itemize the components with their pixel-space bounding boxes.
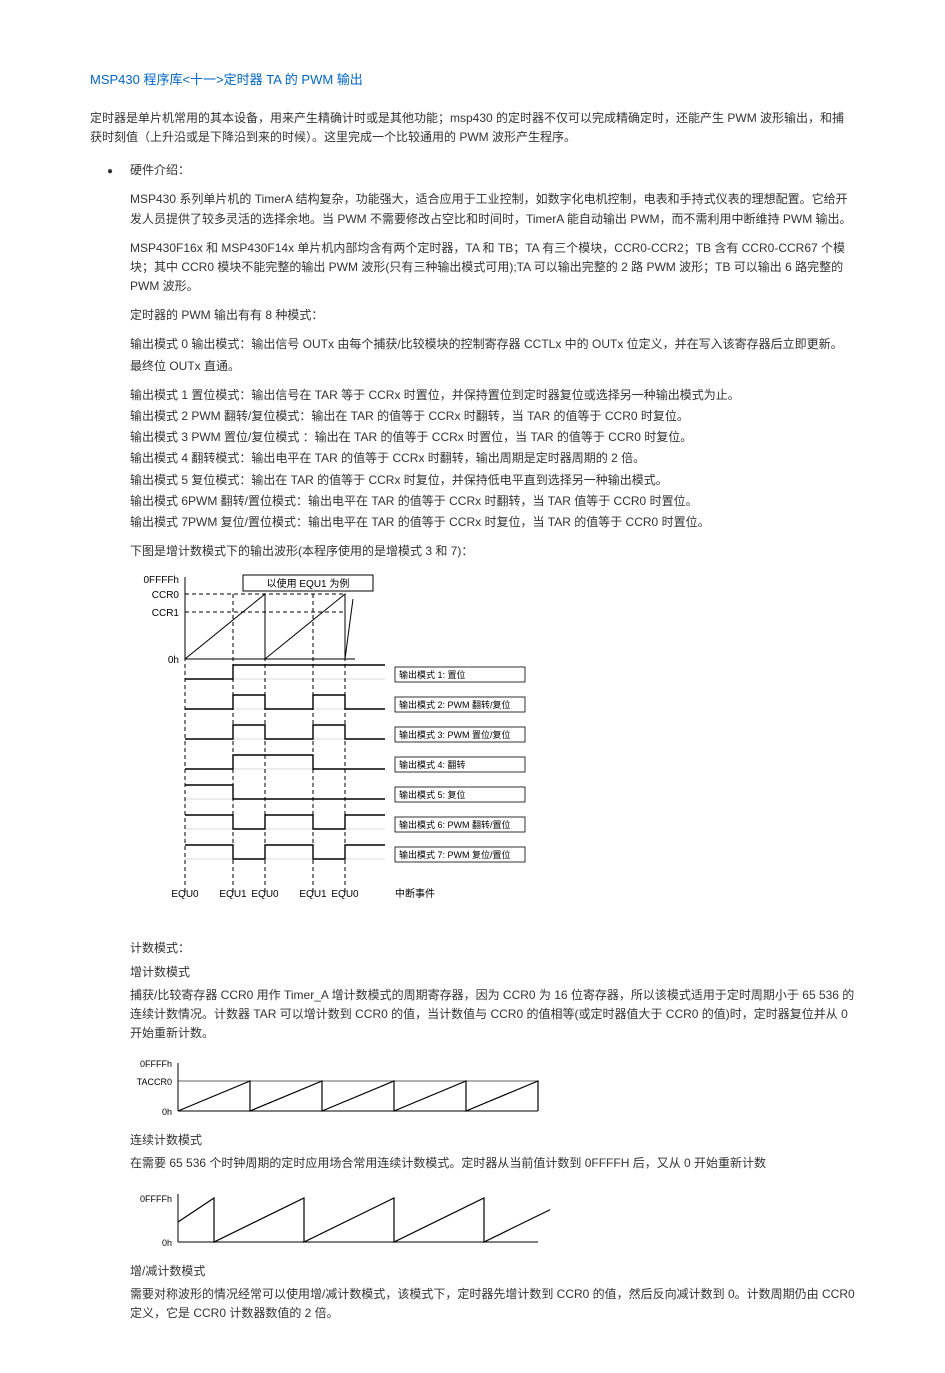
- svg-text:中断事件: 中断事件: [395, 887, 435, 900]
- svg-text:CCR1: CCR1: [152, 608, 180, 619]
- paragraph-1: MSP430 系列单片机的 TimerA 结构复杂，功能强大，适合应用于工业控制…: [130, 190, 855, 228]
- svg-text:EQU0: EQU0: [171, 889, 199, 900]
- updown-count-heading: 增/减计数模式: [130, 1262, 855, 1281]
- up-count-desc: 捕获/比较寄存器 CCR0 用作 Timer_A 增计数模式的周期寄存器，因为 …: [130, 986, 855, 1044]
- paragraph-11: 输出模式 7PWM 复位/置位模式：输出电平在 TAR 的值等于 CCRx 时复…: [130, 513, 855, 532]
- waveform-diagram: 以使用 EQU1 为例0FFFFhCCR0CCR10h输出模式 1: 置位输出模…: [130, 571, 855, 931]
- svg-text:输出模式 2: PWM 翻转/复位: 输出模式 2: PWM 翻转/复位: [399, 699, 511, 710]
- svg-text:EQU0: EQU0: [331, 889, 359, 900]
- svg-text:TACCR0: TACCR0: [137, 1077, 172, 1087]
- svg-text:0FFFFh: 0FFFFh: [140, 1194, 172, 1204]
- svg-text:0FFFFh: 0FFFFh: [143, 575, 179, 586]
- paragraph-2: MSP430F16x 和 MSP430F14x 单片机内部均含有两个定时器，TA…: [130, 239, 855, 297]
- paragraph-7: 输出模式 3 PWM 置位/复位模式 ：输出在 TAR 的值等于 CCRx 时置…: [130, 428, 855, 447]
- svg-text:输出模式 3: PWM 置位/复位: 输出模式 3: PWM 置位/复位: [399, 729, 511, 740]
- svg-text:输出模式 1: 置位: 输出模式 1: 置位: [399, 669, 466, 680]
- intro-paragraph: 定时器是单片机常用的其本设备，用来产生精确计时或是其他功能；msp430 的定时…: [90, 109, 855, 147]
- svg-text:以使用 EQU1 为例: 以使用 EQU1 为例: [267, 577, 350, 590]
- svg-text:0FFFFh: 0FFFFh: [140, 1059, 172, 1069]
- cont-count-heading: 连续计数模式: [130, 1131, 855, 1150]
- paragraph-8: 输出模式 4 翻转模式：输出电平在 TAR 的值等于 CCRx 时翻转，输出周期…: [130, 449, 855, 468]
- paragraph-4b: 最终位 OUTx 直通。: [130, 357, 855, 376]
- svg-text:CCR0: CCR0: [152, 590, 180, 601]
- paragraph-9: 输出模式 5 复位模式：输出在 TAR 的值等于 CCRx 时复位，并保持低电平…: [130, 471, 855, 490]
- paragraph-5: 输出模式 1 置位模式：输出信号在 TAR 等于 CCRx 时置位，并保持置位到…: [130, 386, 855, 405]
- paragraph-3: 定时器的 PWM 输出有有 8 种模式：: [130, 306, 855, 325]
- svg-text:输出模式 5: 复位: 输出模式 5: 复位: [399, 789, 466, 800]
- paragraph-6: 输出模式 2 PWM 翻转/复位模式：输出在 TAR 的值等于 CCRx 时翻转…: [130, 407, 855, 426]
- svg-text:0h: 0h: [162, 1238, 172, 1248]
- bullet-icon: ●: [90, 164, 130, 180]
- svg-text:EQU1: EQU1: [219, 889, 247, 900]
- svg-text:输出模式 7: PWM 复位/置位: 输出模式 7: PWM 复位/置位: [399, 849, 511, 860]
- svg-text:0h: 0h: [162, 1107, 172, 1117]
- page-title: MSP430 程序库<十一>定时器 TA 的 PWM 输出: [90, 70, 855, 91]
- cont-count-diagram: 0FFFFh 0h: [130, 1184, 855, 1254]
- paragraph-10: 输出模式 6PWM 翻转/置位模式：输出电平在 TAR 的值等于 CCRx 时翻…: [130, 492, 855, 511]
- hw-heading-row: ● 硬件介绍：: [90, 161, 855, 180]
- paragraph-12: 下图是增计数模式下的输出波形(本程序使用的是增模式 3 和 7)：: [130, 542, 855, 561]
- svg-text:输出模式 6: PWM 翻转/置位: 输出模式 6: PWM 翻转/置位: [399, 819, 511, 830]
- count-modes-heading: 计数模式：: [130, 939, 855, 958]
- hw-heading: 硬件介绍：: [130, 161, 190, 180]
- updown-count-desc: 需要对称波形的情况经常可以使用增/减计数模式，该模式下，定时器先增计数到 CCR…: [130, 1285, 855, 1323]
- up-count-heading: 增计数模式: [130, 963, 855, 982]
- cont-count-desc: 在需要 65 536 个时钟周期的定时应用场合常用连续计数模式。定时器从当前值计…: [130, 1154, 855, 1173]
- paragraph-4a: 输出模式 0 输出模式：输出信号 OUTx 由每个捕获/比较模块的控制寄存器 C…: [130, 335, 855, 354]
- up-count-diagram: 0FFFFh TACCR0 0h: [130, 1053, 855, 1123]
- svg-text:0h: 0h: [168, 655, 179, 666]
- svg-text:输出模式 4: 翻转: 输出模式 4: 翻转: [399, 759, 466, 770]
- svg-text:EQU0: EQU0: [251, 889, 279, 900]
- svg-text:EQU1: EQU1: [299, 889, 327, 900]
